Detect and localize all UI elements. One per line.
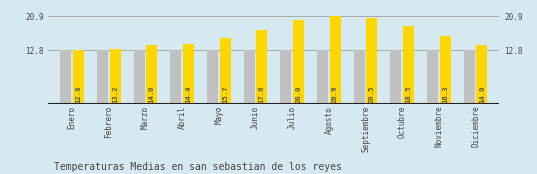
Bar <box>403 26 414 104</box>
Text: 20.9: 20.9 <box>332 85 338 103</box>
Bar <box>280 50 292 104</box>
Bar <box>170 50 182 104</box>
Bar <box>61 50 71 104</box>
Bar <box>207 50 218 104</box>
Bar <box>256 30 267 104</box>
Bar <box>183 44 194 104</box>
Bar <box>476 45 487 104</box>
Text: 15.7: 15.7 <box>222 85 228 103</box>
Bar <box>330 16 340 104</box>
Bar <box>73 50 84 104</box>
Bar <box>440 36 451 104</box>
Bar <box>220 38 230 104</box>
Text: 14.4: 14.4 <box>185 85 191 103</box>
Text: 20.5: 20.5 <box>369 85 375 103</box>
Bar <box>244 50 255 104</box>
Bar <box>97 50 108 104</box>
Bar <box>354 50 365 104</box>
Bar <box>146 45 157 104</box>
Bar <box>464 50 475 104</box>
Bar <box>390 50 402 104</box>
Bar <box>317 50 328 104</box>
Text: 20.0: 20.0 <box>295 85 301 103</box>
Text: 14.0: 14.0 <box>479 85 485 103</box>
Text: 14.0: 14.0 <box>149 85 155 103</box>
Bar <box>110 49 121 104</box>
Bar <box>427 50 438 104</box>
Bar <box>134 50 145 104</box>
Text: Temperaturas Medias en san sebastian de los reyes: Temperaturas Medias en san sebastian de … <box>54 162 342 172</box>
Text: 16.3: 16.3 <box>442 85 448 103</box>
Bar <box>293 20 304 104</box>
Text: 17.6: 17.6 <box>259 85 265 103</box>
Text: 18.5: 18.5 <box>405 85 411 103</box>
Text: 13.2: 13.2 <box>112 85 118 103</box>
Bar <box>366 18 378 104</box>
Text: 12.8: 12.8 <box>75 85 82 103</box>
